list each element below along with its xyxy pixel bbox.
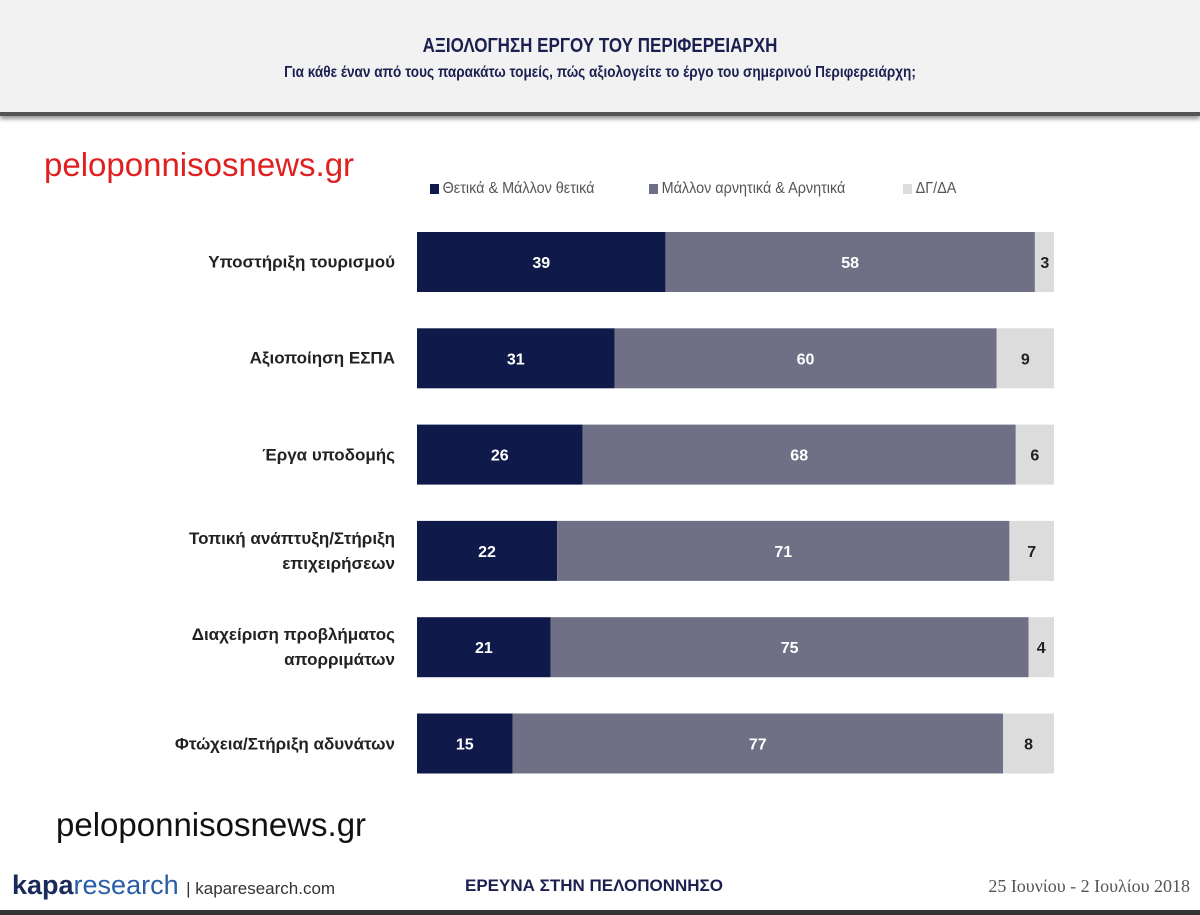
- watermark-bottom: peloponnisosnews.gr: [56, 806, 367, 843]
- bar-segment: [582, 424, 1016, 485]
- data-label: 39: [532, 255, 550, 272]
- header: ΑΞΙΟΛΟΓΗΣΗ ΕΡΓΟΥ ΤΟΥ ΠΕΡΙΦΕΡΕΙΑΡΧΗ Για κ…: [0, 0, 1200, 116]
- legend-item: ΔΓ/ΔΑ: [902, 180, 957, 198]
- data-label: 3: [1040, 255, 1049, 272]
- data-label: 60: [797, 351, 815, 368]
- site-url: | kaparesearch.com: [186, 879, 336, 898]
- legend-item: Μάλλον αρνητικά & Αρνητικά: [648, 180, 846, 198]
- data-label: 31: [507, 351, 525, 368]
- category-label: Έργα υποδομής: [262, 445, 395, 465]
- footer: kaparesearch | kaparesearch.com ΕΡΕΥΝΑ Σ…: [0, 860, 1200, 915]
- bar-segment: [417, 328, 615, 389]
- data-label: 15: [456, 737, 474, 754]
- data-label: 58: [841, 255, 859, 272]
- data-label: 4: [1037, 640, 1046, 657]
- data-label: 9: [1021, 351, 1030, 368]
- legend-swatch: [902, 184, 912, 194]
- data-label: 7: [1027, 544, 1036, 561]
- data-label: 6: [1030, 448, 1039, 465]
- category-label: Τοπική ανάπτυξη/Στήριξη επιχειρήσεων: [189, 528, 395, 573]
- category-label: Διαχείριση προβλήματος απορριμάτων: [191, 625, 395, 670]
- survey-date: 25 Ιουνίου - 2 Ιουλίου 2018: [988, 876, 1190, 896]
- legend-label: Μάλλον αρνητικά & Αρνητικά: [661, 180, 846, 197]
- bar-segment: [417, 713, 513, 774]
- legend-label: Θετικά & Μάλλον θετικά: [442, 180, 595, 197]
- legend-label: ΔΓ/ΔΑ: [915, 180, 957, 197]
- bar-segment: [1009, 520, 1054, 581]
- bar-segment: [550, 617, 1029, 678]
- chart-subtitle: Για κάθε έναν από τους παρακάτω τομείς, …: [284, 64, 916, 81]
- data-label: 8: [1024, 737, 1033, 754]
- bar-segment: [1003, 713, 1054, 774]
- bar-segment: [417, 617, 551, 678]
- chart-title: ΑΞΙΟΛΟΓΗΣΗ ΕΡΓΟΥ ΤΟΥ ΠΕΡΙΦΕΡΕΙΑΡΧΗ: [422, 35, 778, 57]
- bar-segment: [417, 424, 583, 485]
- bar-segment: [996, 328, 1054, 389]
- data-label: 21: [475, 640, 493, 657]
- bar-segment: [512, 713, 1004, 774]
- legend-swatch: [648, 184, 658, 194]
- data-label: 68: [790, 448, 808, 465]
- bar-segment: [417, 232, 666, 292]
- bar-segment: [1034, 232, 1054, 292]
- kapa-research-logo: kaparesearch | kaparesearch.com: [12, 870, 336, 900]
- bar-segment: [417, 520, 558, 581]
- legend-item: Θετικά & Μάλλον θετικά: [430, 180, 594, 198]
- survey-name: ΕΡΕΥΝΑ ΣΤΗΝ ΠΕΛΟΠΟΝΝΗΣΟ: [465, 876, 723, 895]
- data-label: 77: [749, 737, 767, 754]
- bar-segment: [665, 232, 1035, 292]
- category-label: Υποστήριξη τουρισμού: [208, 252, 395, 272]
- watermark-top: peloponnisosnews.gr: [44, 146, 355, 183]
- legend-swatch: [430, 184, 439, 194]
- bar-segment: [557, 520, 1010, 581]
- bar-segment: [1015, 424, 1054, 485]
- data-label: 22: [478, 544, 496, 561]
- legend: Θετικά & Μάλλον θετικά Μάλλον αρνητικά & …: [430, 180, 962, 198]
- bar-segment: [1028, 617, 1054, 678]
- category-label: Φτώχεια/Στήριξη αδυνάτων: [174, 734, 395, 753]
- data-label: 75: [781, 640, 799, 657]
- data-label: 26: [491, 448, 509, 465]
- bar-segment: [614, 328, 997, 389]
- category-label: Αξιοποίηση ΕΣΠΑ: [249, 348, 395, 368]
- data-label: 71: [774, 544, 792, 561]
